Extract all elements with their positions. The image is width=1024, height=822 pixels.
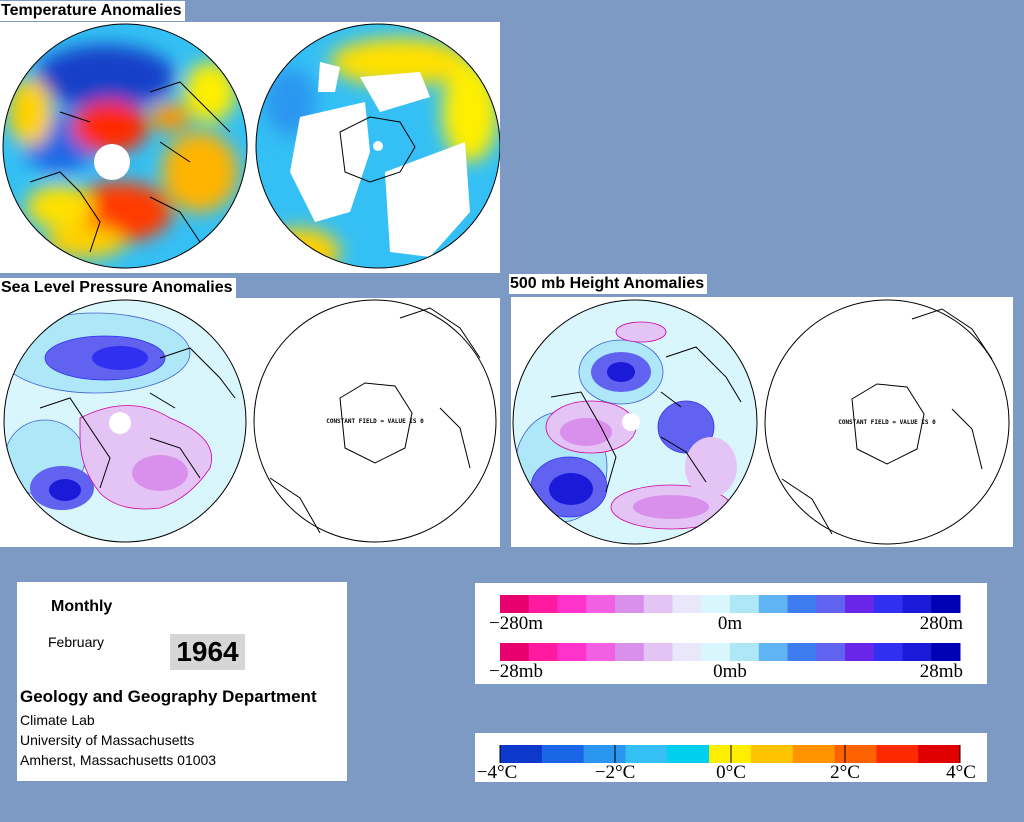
colorbar-swatch <box>758 643 788 661</box>
500mb-height-anomalies-title: 500 mb Height Anomalies <box>509 274 708 294</box>
colorbar-swatch <box>701 643 731 661</box>
colorbar-swatch <box>730 643 760 661</box>
colorbar-swatch <box>792 745 836 763</box>
colorbar-swatch <box>500 745 543 763</box>
height-maps: CONSTANT FIELD = VALUE IS 0 <box>512 299 1010 545</box>
pressure-mid-label: 0mb <box>713 661 747 682</box>
height-max-label: 280m <box>920 613 964 634</box>
colorbar-swatch <box>931 595 961 613</box>
pressure-colorbar <box>500 643 961 661</box>
colorbar-swatch <box>816 643 846 661</box>
colorbar-swatch <box>643 595 673 613</box>
height-constant-field-label: CONSTANT FIELD = VALUE IS 0 <box>838 419 936 426</box>
colorbar-swatch <box>586 595 616 613</box>
month-label: February <box>48 634 105 650</box>
height-pressure-legend: −280m 0m 280m −28mb 0mb 28mb <box>475 583 987 684</box>
pressure-max-label: 28mb <box>920 661 963 682</box>
colorbar-swatch <box>528 643 558 661</box>
temp-label-minus2: −2°C <box>595 762 636 782</box>
colorbar-swatch <box>667 745 710 763</box>
colorbar-swatch <box>672 595 702 613</box>
colorbar-swatch <box>787 595 817 613</box>
height-min-label: −280m <box>489 613 543 634</box>
temperature-legend: −4°C −2°C 0°C 2°C 4°C <box>475 733 987 782</box>
sea-level-pressure-anomalies-title: Sea Level Pressure Anomalies <box>0 278 236 298</box>
colorbar-swatch <box>873 595 903 613</box>
temp-label-minus4: −4°C <box>477 762 518 782</box>
colorbar-swatch <box>816 595 846 613</box>
colorbar-swatch <box>918 745 961 763</box>
colorbar-swatch <box>615 643 645 661</box>
temperature-colorbar <box>499 745 961 763</box>
colorbar-swatch <box>845 595 875 613</box>
colorbar-swatch <box>557 643 587 661</box>
colorbar-swatch <box>541 745 585 763</box>
department-label: Geology and Geography Department <box>20 687 317 706</box>
colorbar-swatch <box>701 595 731 613</box>
temperature-maps <box>2 23 500 269</box>
height-colorbar <box>500 595 961 613</box>
colorbar-swatch <box>586 643 616 661</box>
colorbar-swatch <box>583 745 626 763</box>
colorbar-swatch <box>500 643 530 661</box>
colorbar-swatch <box>902 595 932 613</box>
temperature-anomalies-title: Temperature Anomalies <box>0 1 185 21</box>
sea-level-pressure-panel: CONSTANT FIELD = VALUE IS 0 <box>0 298 500 547</box>
500mb-height-panel: CONSTANT FIELD = VALUE IS 0 <box>511 297 1013 547</box>
colorbar-swatch <box>730 595 760 613</box>
university-label: University of Massachusetts <box>20 732 195 748</box>
temp-label-2: 2°C <box>830 762 860 782</box>
colorbar-swatch <box>625 745 668 763</box>
colorbar-swatch <box>709 745 752 763</box>
lab-label: Climate Lab <box>20 712 95 728</box>
period-label: Monthly <box>51 598 113 615</box>
height-mid-label: 0m <box>718 613 743 634</box>
colorbar-swatch <box>528 595 558 613</box>
height-pressure-colorbars: −280m 0m 280m −28mb 0mb 28mb <box>489 595 964 682</box>
slp-globe-right: CONSTANT FIELD = VALUE IS 0 <box>253 299 497 543</box>
colorbar-swatch <box>876 745 919 763</box>
temp-label-4: 4°C <box>946 762 976 782</box>
slp-constant-field-label: CONSTANT FIELD = VALUE IS 0 <box>326 418 424 425</box>
temp-label-0: 0°C <box>716 762 746 782</box>
address-label: Amherst, Massachusetts 01003 <box>20 752 217 768</box>
temperature-globe-right <box>256 24 500 268</box>
colorbar-swatch <box>643 643 673 661</box>
slp-globe-left <box>4 300 246 542</box>
colorbar-swatch <box>845 643 875 661</box>
colorbar-swatch <box>787 643 817 661</box>
temperature-anomalies-panel <box>0 22 500 273</box>
pressure-min-label: −28mb <box>489 661 543 682</box>
colorbar-swatch <box>750 745 794 763</box>
colorbar-swatch <box>672 643 702 661</box>
colorbar-swatch <box>834 745 877 763</box>
year-label: 1964 <box>170 634 245 670</box>
slp-maps: CONSTANT FIELD = VALUE IS 0 <box>3 299 497 543</box>
temperature-globe-left <box>3 24 247 268</box>
info-box: Monthly February 1964 Geology and Geogra… <box>17 582 347 781</box>
colorbar-swatch <box>758 595 788 613</box>
colorbar-swatch <box>873 643 903 661</box>
colorbar-swatch <box>902 643 932 661</box>
colorbar-swatch <box>931 643 961 661</box>
colorbar-swatch <box>615 595 645 613</box>
height-globe-left <box>513 300 757 544</box>
height-globe-right: CONSTANT FIELD = VALUE IS 0 <box>764 299 1010 545</box>
temperature-colorbar-svg: −4°C −2°C 0°C 2°C 4°C <box>477 745 976 782</box>
colorbar-swatch <box>500 595 530 613</box>
colorbar-swatch <box>557 595 587 613</box>
